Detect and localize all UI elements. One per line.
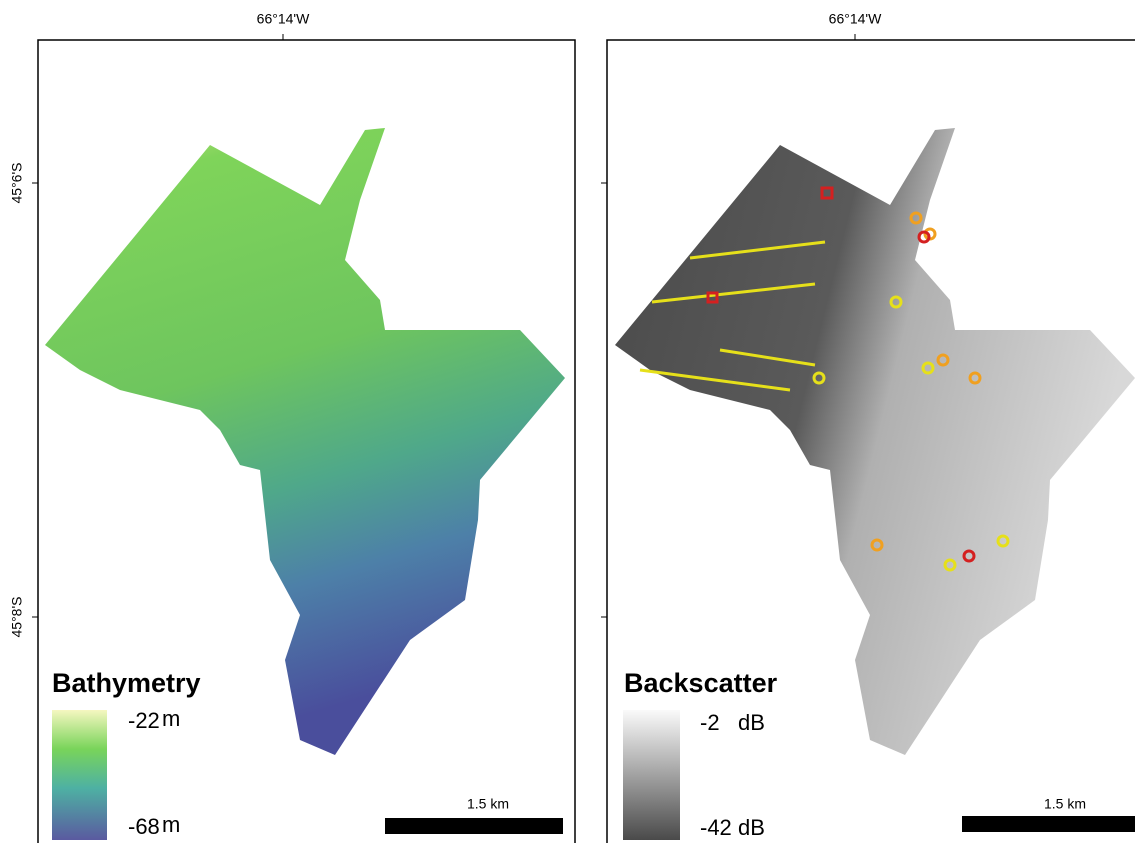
legend-title: Backscatter xyxy=(624,668,778,698)
legend-unit: dB xyxy=(738,815,765,840)
bathymetry-survey xyxy=(45,128,565,755)
station xyxy=(919,232,929,242)
scale-label: 1.5 km xyxy=(1044,796,1086,812)
longitude-label: 66°14'W xyxy=(257,11,310,27)
scale-bar xyxy=(962,816,1135,832)
legend-min: -68 xyxy=(128,814,160,839)
legend-max: -2 xyxy=(700,710,720,735)
color-ramp xyxy=(52,710,107,840)
legend-unit: m xyxy=(162,812,180,837)
legend-min: -42 xyxy=(700,815,732,840)
scale-bar xyxy=(385,818,563,834)
latitude-label: 45°6'S xyxy=(9,163,25,204)
legend-max: -22 xyxy=(128,708,160,733)
legend-unit: dB xyxy=(738,710,765,735)
figure: 66°14'W 45°6'S 45°8'S Bathymetry -22 m -… xyxy=(0,0,1135,843)
legend-unit: m xyxy=(162,706,180,731)
color-ramp xyxy=(623,710,680,840)
longitude-label: 66°14'W xyxy=(829,11,882,27)
scale-label: 1.5 km xyxy=(467,796,509,812)
backscatter-survey xyxy=(615,128,1135,755)
latitude-label: 45°8'S xyxy=(9,597,25,638)
legend-title: Bathymetry xyxy=(52,668,201,698)
